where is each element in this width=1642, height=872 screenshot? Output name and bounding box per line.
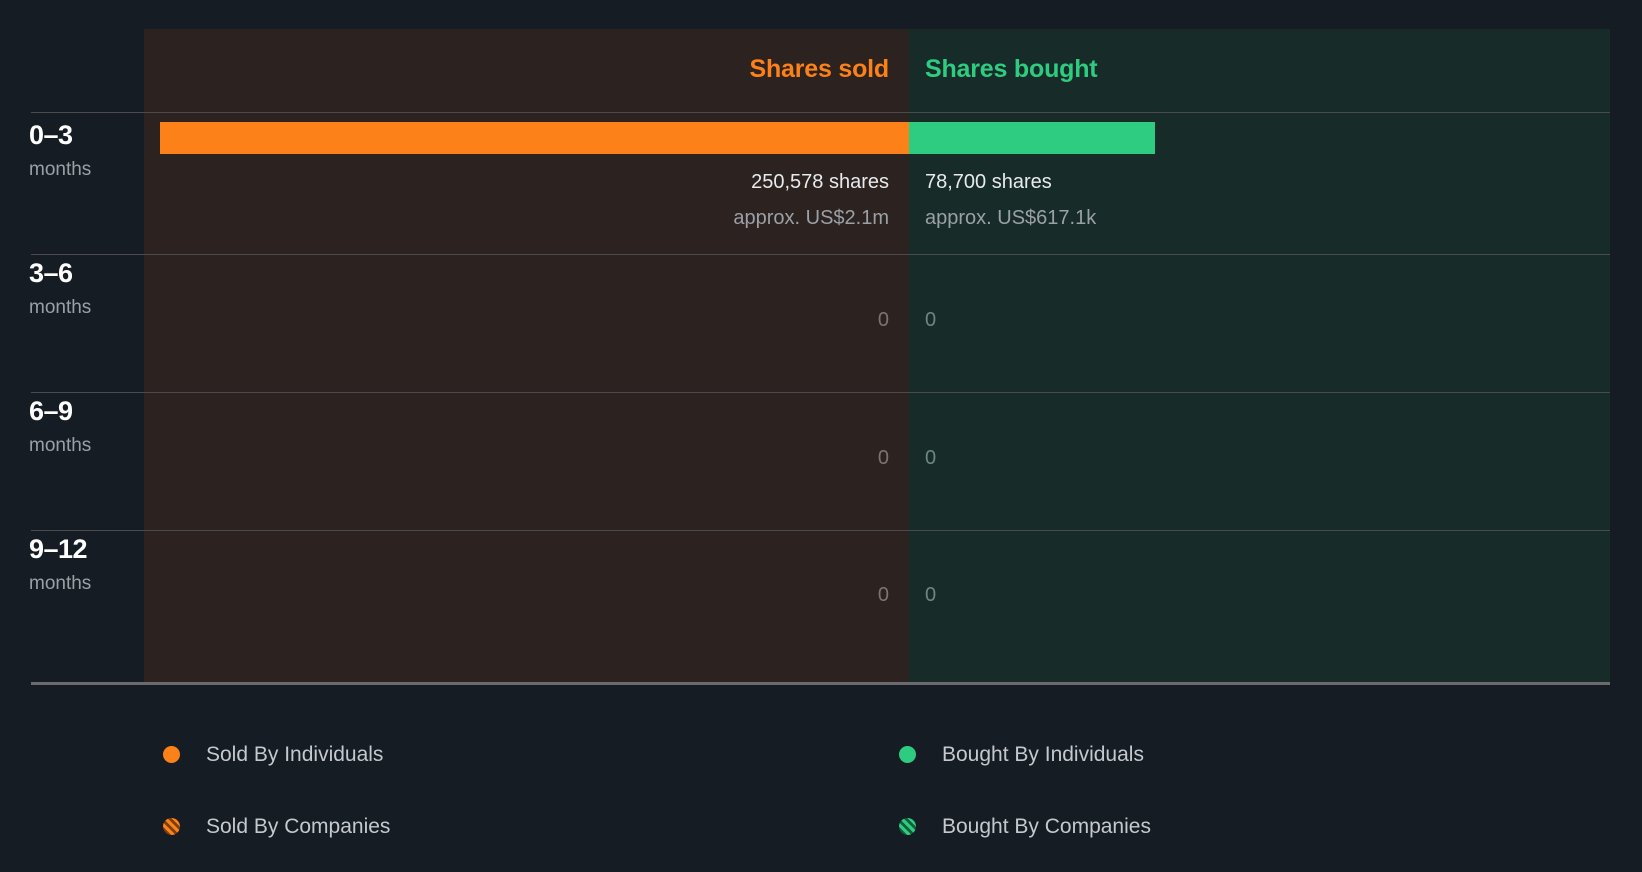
- hatched-circle-marker-icon: [163, 818, 180, 835]
- row-label-6-9: 6–9 months: [29, 396, 139, 456]
- value-shares-bought-9-12: 0: [925, 584, 937, 606]
- hatched-circle-marker-icon: [899, 818, 916, 835]
- row-separator-3: [31, 530, 1610, 531]
- value-shares-sold-0-3: 250,578 shares: [751, 171, 889, 193]
- circle-marker-icon: [899, 746, 916, 763]
- legend-bought-by-companies[interactable]: Bought By Companies: [899, 816, 1151, 837]
- chart-axis-line: [31, 682, 1610, 685]
- value-shares-bought-0-3: 78,700 shares: [925, 171, 1052, 193]
- value-shares-sold-6-9: 0: [877, 447, 889, 469]
- row-separator-1: [31, 254, 1610, 255]
- row-unit-label: months: [29, 573, 92, 594]
- shares-sold-header: Shares sold: [749, 55, 889, 83]
- row-range-label: 3–6: [29, 258, 73, 288]
- row-unit-label: months: [29, 297, 92, 318]
- legend-label: Bought By Individuals: [942, 743, 1144, 766]
- row-range-label: 6–9: [29, 396, 73, 426]
- bar-shares-sold-0-3[interactable]: [160, 122, 909, 154]
- row-label-0-3: 0–3 months: [29, 120, 139, 180]
- shares-bought-header: Shares bought: [925, 55, 1098, 83]
- circle-marker-icon: [163, 746, 180, 763]
- legend-sold-by-individuals[interactable]: Sold By Individuals: [163, 744, 383, 765]
- legend-label: Bought By Companies: [942, 815, 1151, 838]
- row-unit-label: months: [29, 159, 92, 180]
- value-shares-sold-3-6: 0: [877, 309, 889, 331]
- row-label-3-6: 3–6 months: [29, 258, 139, 318]
- legend-label: Sold By Individuals: [206, 743, 384, 766]
- row-unit-label: months: [29, 435, 92, 456]
- row-separator-top: [31, 112, 1610, 113]
- legend-bought-by-individuals[interactable]: Bought By Individuals: [899, 744, 1144, 765]
- value-shares-bought-3-6: 0: [925, 309, 937, 331]
- row-range-label: 0–3: [29, 120, 73, 150]
- bar-shares-bought-0-3[interactable]: [909, 122, 1155, 154]
- value-approx-sold-0-3: approx. US$2.1m: [733, 207, 889, 229]
- row-range-label: 9–12: [29, 534, 88, 564]
- value-approx-bought-0-3: approx. US$617.1k: [925, 207, 1097, 229]
- row-separator-2: [31, 392, 1610, 393]
- row-label-9-12: 9–12 months: [29, 534, 139, 594]
- legend-sold-by-companies[interactable]: Sold By Companies: [163, 816, 390, 837]
- legend-label: Sold By Companies: [206, 815, 391, 838]
- value-shares-bought-6-9: 0: [925, 447, 937, 469]
- value-shares-sold-9-12: 0: [877, 584, 889, 606]
